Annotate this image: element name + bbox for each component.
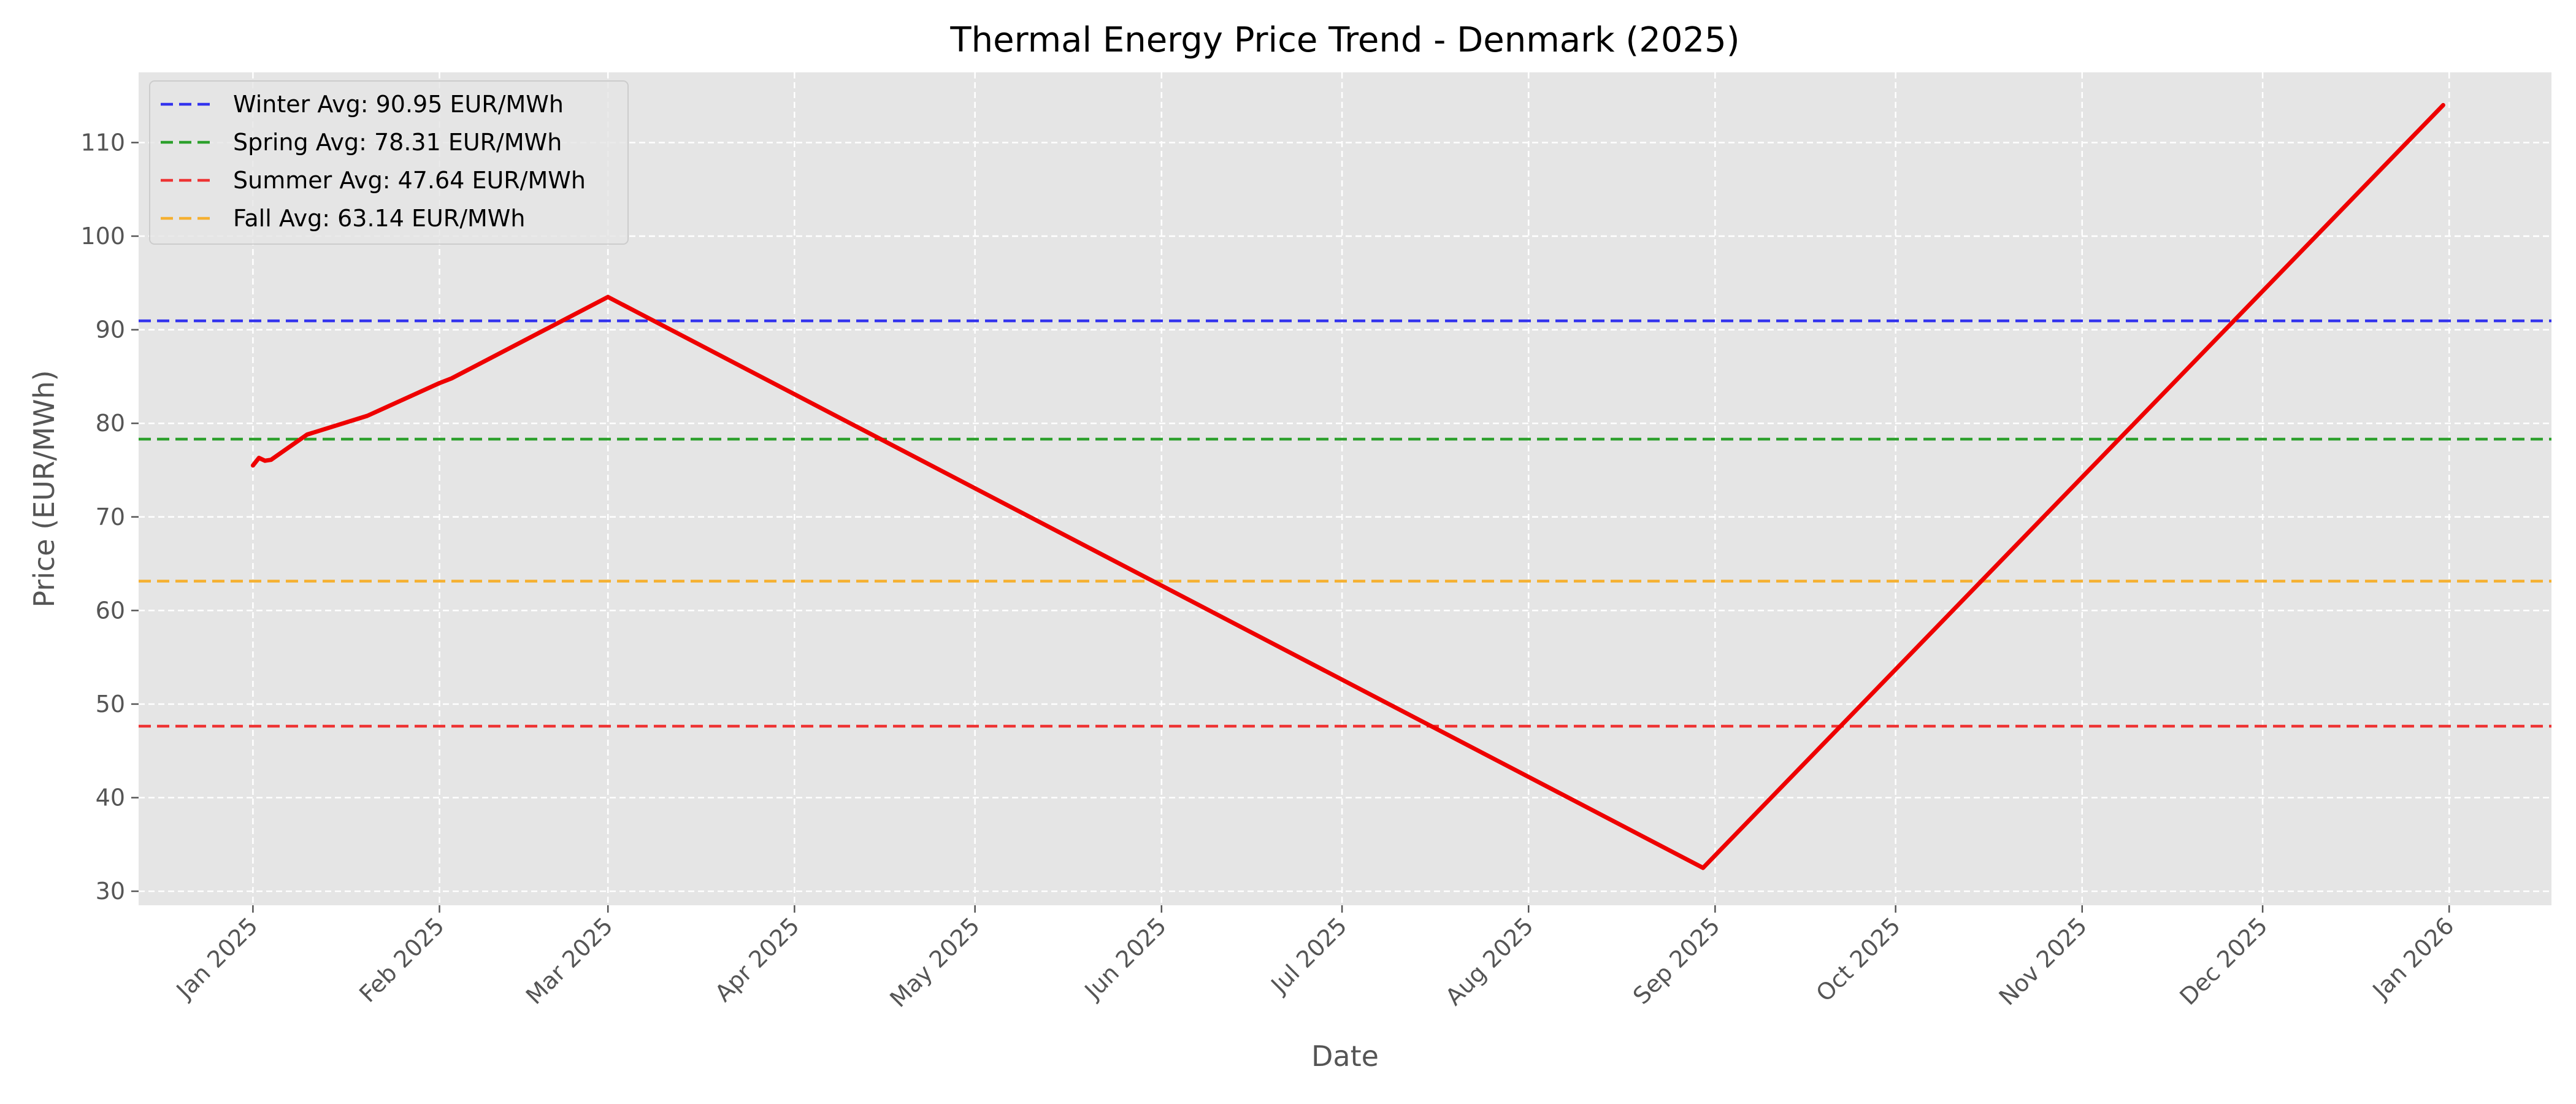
y-tick-label: 90 — [96, 316, 125, 343]
legend-label: Winter Avg: 90.95 EUR/MWh — [233, 91, 564, 118]
chart-title: Thermal Energy Price Trend - Denmark (20… — [949, 20, 1739, 60]
y-axis-label: Price (EUR/MWh) — [28, 370, 61, 607]
series-lines — [250, 102, 2445, 870]
legend-label: Spring Avg: 78.31 EUR/MWh — [233, 129, 562, 156]
y-axis-ticks: 30 40 50 60 70 80 90 100 110 — [80, 129, 139, 905]
x-axis-label: Date — [1311, 1040, 1379, 1073]
legend-frame — [149, 80, 629, 245]
y-tick-label: 60 — [96, 597, 125, 624]
y-tick-label: 30 — [96, 878, 125, 905]
reference-lines — [139, 319, 2551, 728]
legend-label: Summer Avg: 47.64 EUR/MWh — [233, 167, 586, 194]
legend-label: Fall Avg: 63.14 EUR/MWh — [233, 205, 525, 232]
y-tick-label: 70 — [96, 504, 125, 531]
legend-items: Winter Avg: 90.95 EUR/MWh Spring Avg: 78.… — [161, 91, 586, 232]
legend: Winter Avg: 90.95 EUR/MWh Spring Avg: 78.… — [149, 80, 629, 245]
y-tick-label: 50 — [96, 691, 125, 718]
price-series-line — [250, 102, 2445, 870]
y-tick-label: 100 — [80, 223, 125, 250]
y-tick-label: 110 — [80, 129, 125, 156]
grid-lines — [139, 72, 2551, 905]
y-tick-label: 80 — [96, 410, 125, 437]
y-tick-label: 40 — [96, 784, 125, 811]
